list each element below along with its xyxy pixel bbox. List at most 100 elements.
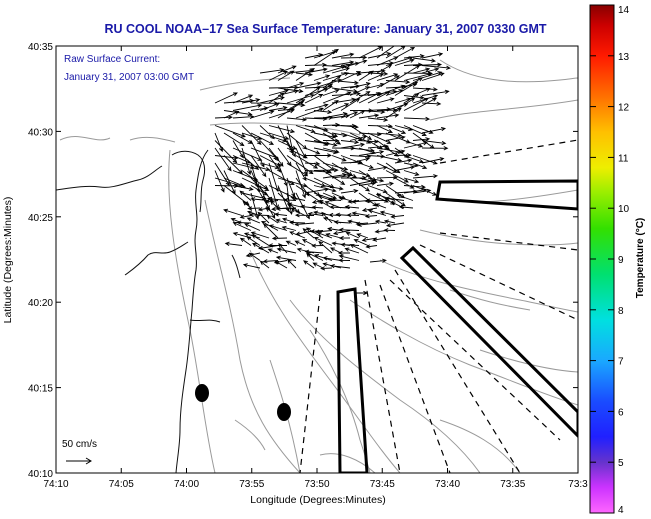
current-vector	[300, 204, 315, 209]
current-vector	[286, 117, 308, 122]
current-vector	[244, 223, 261, 231]
current-vector	[327, 226, 342, 232]
y-axis-label: Latitude (Degrees:Minutes)	[2, 197, 14, 324]
x-tick-label: 73:50	[304, 479, 329, 490]
current-vector	[331, 60, 355, 66]
current-vector	[295, 68, 315, 81]
current-vector	[248, 252, 261, 261]
current-vector	[403, 155, 424, 164]
current-vector	[223, 110, 240, 119]
current-vector	[325, 232, 342, 239]
current-vector	[412, 162, 428, 169]
current-vector	[232, 114, 255, 119]
current-vector	[313, 168, 339, 173]
current-vector	[367, 71, 389, 76]
current-vector	[259, 260, 270, 269]
map-title: RU COOL NOAA–17 Sea Surface Temperature:…	[104, 22, 547, 36]
current-vector	[250, 147, 279, 159]
y-tick-label: 40:15	[28, 384, 53, 395]
current-vector	[307, 211, 324, 217]
current-vector	[232, 132, 253, 144]
current-vector	[367, 185, 388, 194]
current-vector	[331, 155, 347, 162]
current-vector	[421, 101, 442, 106]
current-vector	[305, 227, 324, 239]
current-vector	[241, 98, 261, 104]
current-vector	[214, 170, 225, 193]
current-vector	[223, 208, 243, 216]
current-vector	[286, 162, 309, 177]
current-vector	[367, 51, 392, 59]
current-vector	[376, 73, 399, 81]
current-vector	[349, 135, 368, 141]
current-vector	[259, 132, 288, 143]
current-vector	[340, 139, 360, 145]
current-vector	[385, 46, 406, 59]
current-vector	[250, 140, 265, 168]
current-vector	[412, 97, 438, 111]
current-vector	[236, 220, 252, 225]
current-vector	[277, 177, 308, 188]
current-vector	[385, 185, 406, 199]
current-vector	[313, 74, 331, 81]
box-east	[435, 179, 578, 211]
current-vector	[396, 194, 414, 201]
current-vector	[259, 68, 285, 74]
current-vector	[367, 89, 398, 96]
current-vector	[412, 188, 432, 194]
y-tick-label: 40:10	[28, 469, 53, 480]
current-vector	[349, 59, 368, 66]
current-vector	[322, 192, 338, 200]
current-vector	[214, 140, 238, 164]
current-vector	[349, 91, 371, 104]
x-tick-label: 73:40	[435, 479, 460, 490]
current-vector	[403, 141, 428, 149]
current-vector	[394, 81, 419, 96]
current-vector	[344, 204, 360, 210]
current-vector	[421, 65, 451, 70]
current-vector	[268, 224, 288, 231]
current-vector	[318, 241, 333, 254]
current-vector	[412, 57, 437, 63]
current-vector	[403, 177, 420, 184]
current-vector	[241, 162, 271, 172]
bathymetry-contours	[59, 59, 578, 473]
current-vector	[374, 219, 387, 224]
current-vector	[412, 155, 438, 165]
current-vector	[304, 147, 321, 155]
current-vector	[379, 210, 396, 216]
current-vector	[385, 125, 407, 134]
current-vector	[232, 94, 254, 104]
current-vector	[268, 89, 289, 96]
colorbar-tick-label: 8	[618, 306, 624, 317]
current-vector	[356, 233, 369, 239]
current-vector	[295, 155, 319, 169]
current-vector	[313, 83, 334, 96]
x-axis-ticks: 74:10 74:05 74:00 73:55 73:50 73:45 73:40 73:35…	[43, 46, 588, 490]
current-vector	[247, 206, 261, 211]
annotation-line1: Raw Surface Current:	[64, 54, 160, 65]
current-vector	[328, 212, 342, 218]
coastline	[56, 149, 241, 473]
current-vector	[214, 125, 246, 138]
current-vector	[246, 217, 261, 224]
current-vector	[250, 231, 270, 239]
current-vector	[403, 53, 425, 59]
current-vector	[277, 65, 297, 74]
current-vector	[376, 46, 395, 59]
current-vector	[281, 225, 297, 231]
current-vector	[421, 67, 440, 74]
current-vector	[358, 92, 381, 104]
current-vector	[344, 247, 360, 254]
current-vector	[322, 138, 340, 143]
current-vector	[259, 155, 282, 167]
current-vector	[304, 94, 324, 104]
current-vector	[311, 243, 324, 248]
current-vector	[338, 196, 351, 201]
current-vector	[276, 247, 297, 254]
current-vector	[312, 262, 324, 269]
current-vector	[385, 222, 405, 228]
current-vector	[375, 193, 396, 201]
current-vector	[345, 231, 360, 239]
